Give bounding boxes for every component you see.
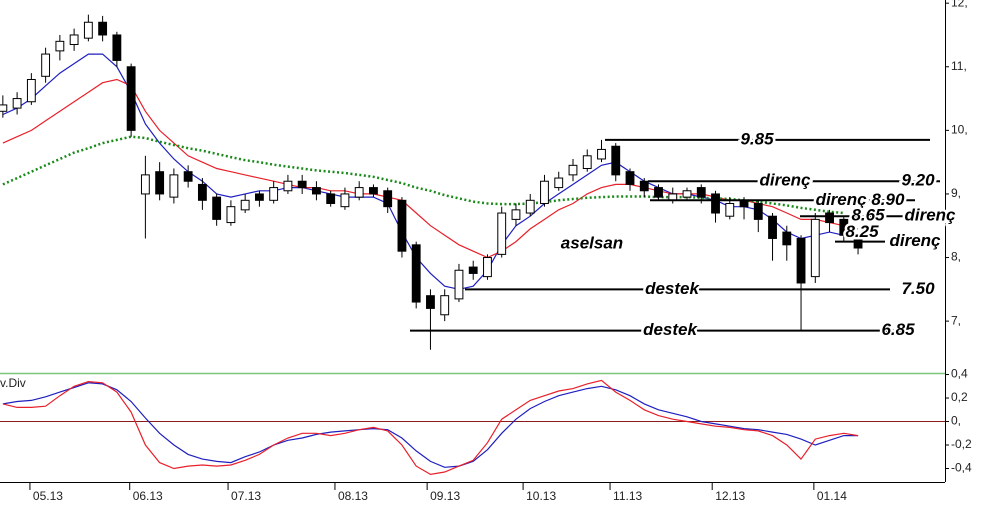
- x-tick-label: 11.13: [613, 489, 642, 503]
- candle-body: [169, 174, 179, 198]
- candle-body: [297, 180, 307, 189]
- candle-body: [369, 187, 378, 195]
- x-tick-label: 12.13: [715, 489, 745, 503]
- y-tick-label: 7,: [951, 313, 961, 327]
- candle-body: [768, 215, 777, 239]
- y-tick-label: 0,4: [951, 367, 968, 381]
- candle-body: [183, 171, 193, 182]
- candle-body: [12, 98, 22, 109]
- candle-body: [440, 295, 450, 316]
- candle-body: [682, 190, 692, 198]
- level-note: direnç: [904, 206, 956, 225]
- level-note: destek: [645, 279, 700, 298]
- y-tick-label: 10,: [951, 123, 968, 137]
- candle-body: [312, 187, 321, 195]
- candle-body: [554, 177, 564, 189]
- level-note: destek: [643, 320, 698, 339]
- y-tick-label: 0,2: [951, 390, 968, 404]
- candle-body: [639, 180, 649, 192]
- candle-body: [112, 34, 122, 61]
- level-note: direnç: [759, 171, 811, 190]
- candle-body: [383, 190, 393, 208]
- candle-body: [98, 21, 108, 36]
- x-tick-label: 10.13: [526, 489, 556, 503]
- candle-body: [796, 237, 806, 284]
- candle-body: [511, 209, 521, 220]
- candle-body: [83, 21, 93, 39]
- candle-body: [126, 66, 136, 131]
- candle-body: [140, 174, 150, 195]
- candle-body: [625, 171, 635, 185]
- series-line: [2, 382, 859, 468]
- candle-body: [853, 237, 863, 249]
- candle-body: [654, 187, 663, 198]
- candle-body: [411, 244, 421, 303]
- x-tick-label: 08.13: [338, 489, 368, 503]
- level-label: 8.25: [845, 222, 879, 241]
- candle-body: [711, 193, 720, 214]
- y-tick-label: 11,: [951, 59, 967, 73]
- x-tick-label: 09.13: [430, 489, 460, 503]
- candle-body: [226, 206, 236, 224]
- candle-body: [26, 78, 36, 103]
- y-tick-label: 9,: [951, 186, 961, 200]
- candle-body: [454, 269, 464, 300]
- candle-body: [326, 193, 336, 204]
- level-label: 9.20: [901, 171, 935, 190]
- candle-body: [497, 212, 507, 255]
- candle-body: [725, 202, 735, 217]
- candle-body: [55, 40, 65, 52]
- indicator-title: v.Div: [0, 376, 26, 390]
- level-label: direnç 8.90: [816, 190, 905, 209]
- y-tick-label: -0,2: [951, 437, 972, 451]
- candle-body: [283, 180, 293, 192]
- series-line: [2, 135, 844, 215]
- candle-body: [483, 257, 492, 278]
- candle-body: [582, 155, 592, 170]
- candle-body: [839, 218, 849, 236]
- x-tick-label: 01.14: [817, 489, 847, 503]
- level-label: 9.85: [740, 129, 774, 148]
- candle-body: [197, 183, 207, 201]
- y-tick-label: 0,: [951, 414, 961, 428]
- y-tick-label: 8,: [951, 250, 961, 264]
- candle-body: [468, 266, 478, 274]
- candle-body: [540, 180, 549, 204]
- candle-body: [825, 212, 834, 224]
- candle-body: [426, 295, 435, 309]
- candle-body: [69, 34, 79, 46]
- x-tick-label: 07.13: [231, 489, 261, 503]
- candle-body: [340, 193, 350, 208]
- candle-body: [696, 187, 706, 198]
- candle-body: [810, 218, 820, 278]
- candle-body: [41, 53, 51, 77]
- candle-body: [397, 199, 407, 252]
- level-label: 7.50: [901, 279, 935, 298]
- candle-body: [525, 199, 535, 214]
- symbol-label: aselsan: [561, 233, 623, 252]
- level-label: 6.85: [881, 320, 915, 339]
- level-note: direnç: [889, 231, 941, 250]
- candle-body: [597, 148, 606, 160]
- candle-body: [254, 193, 264, 201]
- candle-body: [0, 104, 8, 112]
- candle-body: [354, 187, 364, 198]
- candle-body: [240, 199, 250, 211]
- candle-body: [753, 202, 763, 220]
- candle-body: [611, 145, 621, 176]
- candle-body: [782, 231, 792, 246]
- y-tick-label: 12,: [951, 0, 968, 9]
- y-tick-label: -0,4: [951, 461, 972, 475]
- candle-body: [155, 171, 165, 195]
- x-tick-label: 06.13: [133, 489, 163, 503]
- x-tick-label: 05.13: [33, 489, 63, 503]
- candle-body: [568, 164, 578, 176]
- candle-body: [269, 187, 279, 201]
- candle-body: [212, 196, 222, 220]
- series-line: [2, 379, 859, 476]
- level-label: 8.65: [851, 206, 885, 225]
